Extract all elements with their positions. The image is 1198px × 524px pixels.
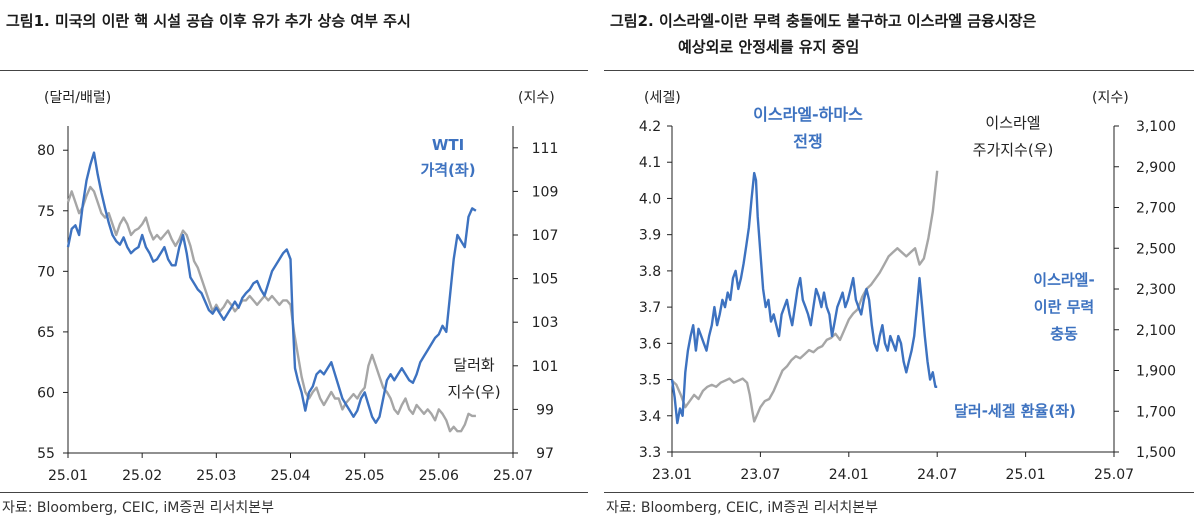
x-tick-label: 23.07: [740, 467, 780, 483]
x-tick-label: 25.01: [1006, 467, 1046, 483]
series-annotation-label: 지수(우): [447, 383, 500, 401]
right-tick-label: 105: [532, 272, 559, 288]
figure-2-source-rule: [604, 492, 1194, 493]
figure-1-title: 그림1. 미국의 이란 핵 시설 공습 이후 유가 추가 상승 여부 주시: [6, 8, 411, 34]
left-tick-label: 4.1: [639, 155, 661, 171]
left-tick-label: 3.9: [639, 228, 661, 244]
series-annotation-label: 이란 무력: [1034, 298, 1094, 316]
figure-2-title: 그림2. 이스라엘-이란 무력 충돌에도 불구하고 이스라엘 금융시장은 예상외…: [610, 8, 1036, 60]
series-annotation-label: 주가지수(우): [973, 141, 1054, 159]
right-tick-label: 97: [536, 446, 554, 462]
x-tick-label: 24.01: [829, 467, 869, 483]
right-tick-label: 2,500: [1136, 241, 1176, 257]
x-tick-label: 25.05: [345, 468, 385, 484]
left-tick-label: 3.4: [639, 409, 661, 425]
series-annotation-label: 이스라엘-하마스: [753, 105, 863, 124]
series-line: [66, 185, 476, 433]
left-tick-label: 3.6: [639, 336, 661, 352]
series-annotation-label: 달러-세겔 환율(좌): [954, 402, 1076, 420]
figure-1-title-line1: 그림1. 미국의 이란 핵 시설 공습 이후 유가 추가 상승 여부 주시: [6, 12, 411, 30]
series-annotation-label: 달러화: [453, 356, 495, 374]
figure-1-source: 자료: Bloomberg, CEIC, iM증권 리서치본부: [2, 500, 274, 516]
x-tick-label: 25.06: [419, 468, 459, 484]
x-tick-label: 24.07: [917, 467, 957, 483]
right-tick-label: 107: [532, 228, 559, 244]
right-axis-unit: (지수): [518, 90, 555, 106]
left-tick-label: 65: [37, 325, 55, 341]
right-tick-label: 2,900: [1136, 160, 1176, 176]
series-annotation-label: 충동: [1050, 325, 1078, 343]
right-tick-label: 99: [536, 402, 554, 418]
series-annotation-label: 이스라엘-: [1033, 271, 1094, 289]
left-tick-label: 3.5: [639, 373, 661, 389]
figure-2-title-line2: 예상외로 안정세를 유지 중임: [678, 38, 860, 56]
left-tick-label: 60: [37, 385, 55, 401]
left-tick-label: 70: [37, 264, 55, 280]
figure-2-chart: (세겔) (지수) 3.3 3.4 3.5 3.6 3.7 3.8 3.9 4.0 4.1 4.2 1,…: [639, 90, 1176, 483]
x-tick-label: 25.04: [270, 468, 310, 484]
right-axis-unit: (지수): [1092, 90, 1129, 106]
x-tick-label: 25.07: [493, 468, 533, 484]
left-tick-label: 80: [37, 143, 55, 159]
figure-1: 그림1. 미국의 이란 핵 시설 공습 이후 유가 추가 상승 여부 주시 (달…: [0, 0, 590, 524]
right-tick-label: 1,500: [1136, 445, 1176, 461]
figure-1-chart: (달러/배럴) (지수) 55 60 65 70 75 80 97 99 101 103 105 107 1…: [37, 90, 559, 484]
left-tick-label: 75: [37, 204, 55, 220]
left-tick-label: 4.0: [639, 191, 661, 207]
right-tick-label: 2,100: [1136, 323, 1176, 339]
x-tick-label: 25.07: [1094, 467, 1134, 483]
right-tick-label: 1,700: [1136, 404, 1176, 420]
x-tick-label: 25.01: [48, 468, 88, 484]
figure-2: 그림2. 이스라엘-이란 무력 충돌에도 불구하고 이스라엘 금융시장은 예상외…: [604, 0, 1198, 524]
right-tick-label: 2,300: [1136, 282, 1176, 298]
right-tick-label: 1,900: [1136, 364, 1176, 380]
series-annotation-label: 전쟁: [793, 132, 822, 151]
right-tick-label: 2,700: [1136, 201, 1176, 217]
right-tick-label: 111: [532, 141, 559, 157]
left-axis-unit: (세겔): [644, 90, 681, 106]
x-tick-label: 25.03: [196, 468, 236, 484]
figure-2-title-line1: 그림2. 이스라엘-이란 무력 충돌에도 불구하고 이스라엘 금융시장은: [610, 12, 1037, 30]
figure-2-source: 자료: Bloomberg, CEIC, iM증권 리서치본부: [606, 500, 878, 516]
series-line: [670, 171, 938, 425]
series-annotation-label: 이스라엘: [985, 114, 1040, 132]
left-tick-label: 3.7: [639, 300, 661, 316]
left-tick-label: 3.8: [639, 264, 661, 280]
right-tick-label: 109: [532, 184, 559, 200]
figure-1-source-rule: [0, 492, 588, 493]
left-tick-label: 3.3: [639, 445, 661, 461]
left-tick-label: 55: [37, 446, 55, 462]
series-line: [66, 151, 477, 424]
x-tick-label: 25.02: [122, 468, 162, 484]
right-tick-label: 3,100: [1136, 119, 1176, 135]
series-annotation-label: 가격(좌): [420, 161, 475, 179]
x-tick-label: 23.01: [652, 467, 692, 483]
series-annotation-label: WTI: [432, 136, 464, 154]
figure-2-title-rule: [604, 70, 1194, 71]
figure-1-title-rule: [0, 70, 588, 71]
left-tick-label: 4.2: [639, 119, 661, 135]
right-tick-label: 103: [532, 315, 559, 331]
series-line: [671, 170, 939, 423]
left-axis-unit: (달러/배럴): [44, 90, 111, 106]
right-tick-label: 101: [532, 359, 559, 375]
